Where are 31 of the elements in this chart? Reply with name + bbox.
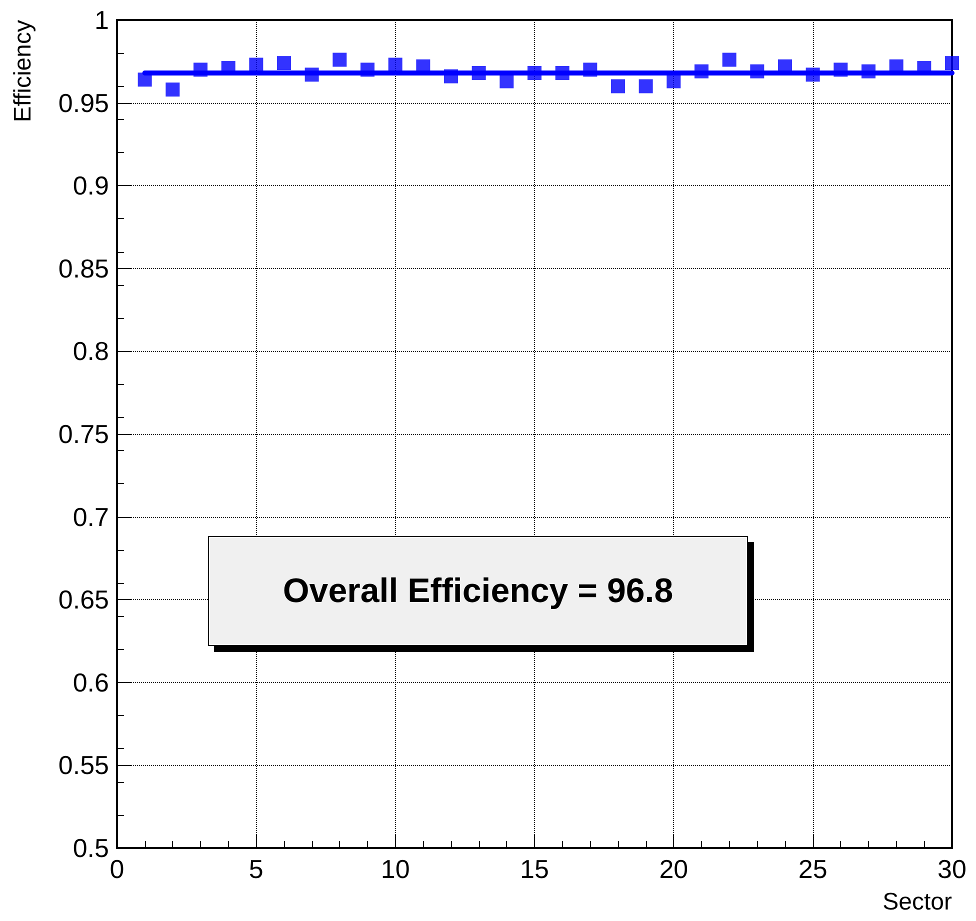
y-tick-label: 0.95 [58,88,109,118]
y-tick-label: 0.65 [58,584,109,615]
x-tick-label: 10 [380,854,410,884]
point [722,52,736,67]
point [277,56,291,70]
x-tick-label: 20 [659,854,688,884]
x-axis-title: Sector [882,888,952,916]
point [249,58,264,72]
y-tick-label: 0.7 [72,502,109,532]
y-tick-label: 0.75 [58,419,109,449]
y-tick-label: 0.5 [72,833,109,863]
point [500,74,514,88]
x-tick-label: 5 [248,854,264,884]
x-tick-label: 0 [110,854,124,884]
y-tick-label: 1 [94,5,109,35]
point [388,58,402,72]
x-tick-label: 15 [520,854,549,884]
y-tick-label: 0.6 [72,667,109,698]
point [611,79,625,94]
y-tick-label: 0.8 [72,336,109,366]
y-tick-label: 0.9 [72,170,109,201]
x-tick-label: 30 [938,854,966,884]
y-tick-label: 0.85 [58,253,109,284]
point [166,82,180,97]
point [666,74,681,88]
point [332,52,347,67]
point [638,79,653,94]
y-axis-title: Efficiency [10,20,36,122]
y-tick-label: 0.55 [58,750,109,780]
x-tick-label: 25 [798,854,828,884]
point [945,56,959,70]
